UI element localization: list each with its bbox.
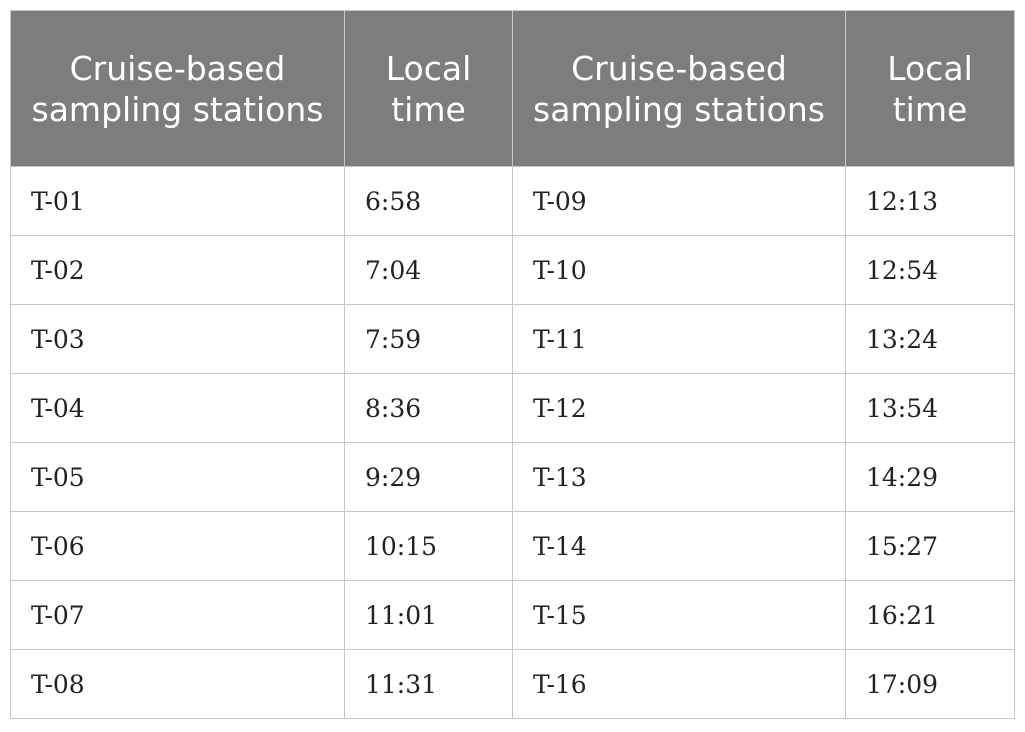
table-header: Cruise-based sampling stations Local tim… [10,10,1015,167]
time-cell: 11:31 [344,649,513,719]
time-cell: 9:29 [344,442,513,512]
station-cell: T-01 [10,166,345,236]
station-cell: T-14 [512,511,846,581]
time-cell: 13:24 [845,304,1015,374]
table-row: T-07 11:01 T-15 16:21 [10,580,1015,650]
header-row: Cruise-based sampling stations Local tim… [10,10,1015,167]
time-cell: 12:13 [845,166,1015,236]
table-row: T-05 9:29 T-13 14:29 [10,442,1015,512]
time-cell: 8:36 [344,373,513,443]
time-cell: 7:59 [344,304,513,374]
station-cell: T-10 [512,235,846,305]
station-cell: T-16 [512,649,846,719]
time-cell: 12:54 [845,235,1015,305]
station-cell: T-09 [512,166,846,236]
time-cell: 14:29 [845,442,1015,512]
time-cell: 15:27 [845,511,1015,581]
stations-table: Cruise-based sampling stations Local tim… [10,10,1015,719]
time-cell: 7:04 [344,235,513,305]
header-time-right: Local time [845,10,1015,167]
time-cell: 11:01 [344,580,513,650]
header-station-left: Cruise-based sampling stations [10,10,345,167]
station-cell: T-15 [512,580,846,650]
station-cell: T-03 [10,304,345,374]
station-cell: T-05 [10,442,345,512]
station-cell: T-11 [512,304,846,374]
time-cell: 6:58 [344,166,513,236]
station-cell: T-02 [10,235,345,305]
time-cell: 13:54 [845,373,1015,443]
time-cell: 17:09 [845,649,1015,719]
table-row: T-03 7:59 T-11 13:24 [10,304,1015,374]
time-cell: 10:15 [344,511,513,581]
station-cell: T-04 [10,373,345,443]
header-time-left: Local time [344,10,513,167]
table-row: T-04 8:36 T-12 13:54 [10,373,1015,443]
station-cell: T-07 [10,580,345,650]
table-body: T-01 6:58 T-09 12:13 T-02 7:04 T-10 12:5… [10,166,1015,719]
time-cell: 16:21 [845,580,1015,650]
station-cell: T-12 [512,373,846,443]
header-station-right: Cruise-based sampling stations [512,10,846,167]
station-cell: T-13 [512,442,846,512]
table-row: T-06 10:15 T-14 15:27 [10,511,1015,581]
table-row: T-08 11:31 T-16 17:09 [10,649,1015,719]
table-row: T-02 7:04 T-10 12:54 [10,235,1015,305]
table-row: T-01 6:58 T-09 12:13 [10,166,1015,236]
station-cell: T-06 [10,511,345,581]
station-cell: T-08 [10,649,345,719]
